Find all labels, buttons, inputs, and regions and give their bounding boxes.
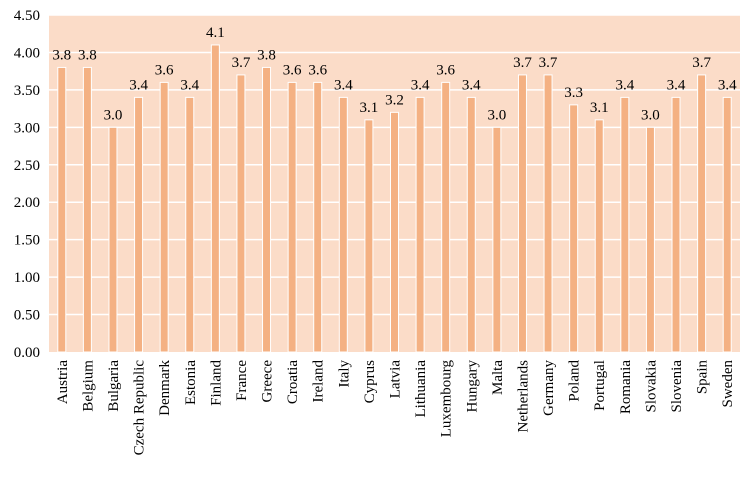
y-tick-label: 3.00 — [14, 120, 40, 136]
bar — [441, 81, 451, 353]
bar — [338, 96, 348, 353]
data-label: 3.7 — [232, 55, 251, 71]
data-label: 3.4 — [129, 77, 148, 93]
x-tick-label: Estonia — [183, 360, 199, 405]
bar — [57, 66, 67, 353]
data-label: 3.4 — [180, 77, 199, 93]
x-tick-label: Luxembourg — [439, 360, 455, 438]
data-label: 3.8 — [78, 47, 97, 63]
bar — [492, 126, 502, 353]
bar — [645, 126, 655, 353]
y-axis: 0.00 0.50 1.00 1.50 2.00 2.50 3.00 3.50 4.00 4.50 — [14, 8, 40, 361]
x-tick-label: Poland — [567, 360, 583, 402]
x-tick-label: France — [234, 360, 250, 401]
y-tick-label: 0.50 — [14, 308, 40, 324]
x-tick-label: Netherlands — [515, 360, 531, 433]
x-tick-label: Spain — [695, 360, 711, 395]
y-tick-label: 4.50 — [14, 8, 40, 24]
y-tick-label: 0.00 — [14, 345, 40, 361]
data-label: 3.6 — [155, 62, 174, 78]
bar — [569, 104, 579, 353]
data-label: 3.4 — [334, 77, 353, 93]
x-tick-label: Portugal — [592, 360, 608, 411]
x-axis: Austria Belgium Bulgaria Czech Republic Denm… — [55, 360, 736, 456]
bar — [134, 96, 144, 353]
data-label: 3.8 — [52, 47, 71, 63]
bar — [210, 44, 220, 353]
bar — [390, 111, 399, 353]
x-tick-label: Belgium — [80, 360, 96, 412]
data-labels: 3.8 3.8 3.0 3.4 3.6 3.4 4.1 3.7 3.8 3.6 3.6 3.4 3.1 3… — [52, 25, 737, 123]
data-label: 3.6 — [436, 62, 455, 78]
y-tick-label: 1.50 — [14, 233, 40, 249]
x-tick-label: Czech Republic — [132, 360, 148, 456]
data-label: 3.4 — [615, 77, 634, 93]
bar — [466, 96, 476, 353]
data-label: 3.1 — [590, 100, 609, 116]
bar — [620, 96, 630, 353]
data-label: 3.4 — [462, 77, 481, 93]
y-tick-label: 1.00 — [14, 270, 40, 286]
data-label: 3.4 — [667, 77, 686, 93]
bar — [262, 66, 272, 353]
data-label: 3.0 — [487, 107, 506, 123]
y-tick-label: 4.00 — [14, 45, 40, 61]
x-tick-label: Slovakia — [643, 360, 659, 413]
bar — [594, 119, 604, 353]
x-tick-label: Croatia — [285, 360, 301, 404]
x-tick-label: Denmark — [157, 360, 173, 416]
data-label: 3.8 — [257, 47, 276, 63]
x-tick-label: Greece — [260, 360, 276, 403]
x-tick-label: Hungary — [464, 360, 480, 413]
bar — [159, 81, 169, 353]
x-tick-label: Romania — [618, 360, 634, 414]
bar — [313, 81, 323, 353]
data-label: 3.6 — [283, 62, 302, 78]
bars — [57, 44, 732, 353]
data-label: 3.3 — [564, 85, 583, 101]
bar — [364, 119, 374, 353]
x-tick-label: Italy — [336, 360, 352, 388]
data-label: 3.4 — [411, 77, 430, 93]
data-label: 4.1 — [206, 25, 225, 41]
bar — [287, 81, 297, 353]
x-tick-label: Malta — [490, 360, 506, 395]
x-tick-label: Germany — [541, 360, 557, 416]
y-tick-label: 2.00 — [14, 195, 40, 211]
bar — [543, 74, 553, 353]
bar — [185, 96, 195, 353]
bar — [82, 66, 92, 353]
x-tick-label: Austria — [55, 360, 71, 405]
x-tick-label: Ireland — [311, 360, 327, 403]
x-tick-label: Finland — [208, 360, 224, 406]
data-label: 3.4 — [718, 77, 737, 93]
x-tick-label: Lithuania — [413, 360, 429, 418]
data-label: 3.6 — [308, 62, 327, 78]
data-label: 3.7 — [513, 55, 532, 71]
x-tick-label: Bulgaria — [106, 360, 122, 412]
bar — [415, 96, 425, 353]
x-tick-label: Latvia — [388, 360, 404, 399]
x-tick-label: Sweden — [720, 360, 736, 408]
y-tick-label: 3.50 — [14, 83, 40, 99]
data-label: 3.7 — [539, 55, 558, 71]
bar — [236, 74, 246, 353]
data-label: 3.2 — [385, 92, 404, 108]
data-label: 3.0 — [104, 107, 123, 123]
x-tick-label: Cyprus — [362, 360, 378, 404]
bar — [697, 74, 707, 353]
data-label: 3.7 — [692, 55, 711, 71]
data-label: 3.1 — [360, 100, 379, 116]
bar — [722, 96, 732, 353]
y-tick-label: 2.50 — [14, 158, 40, 174]
x-tick-label: Slovenia — [669, 360, 685, 413]
bar — [517, 74, 527, 353]
bar — [671, 96, 681, 353]
bar — [108, 126, 118, 353]
data-label: 3.0 — [641, 107, 660, 123]
